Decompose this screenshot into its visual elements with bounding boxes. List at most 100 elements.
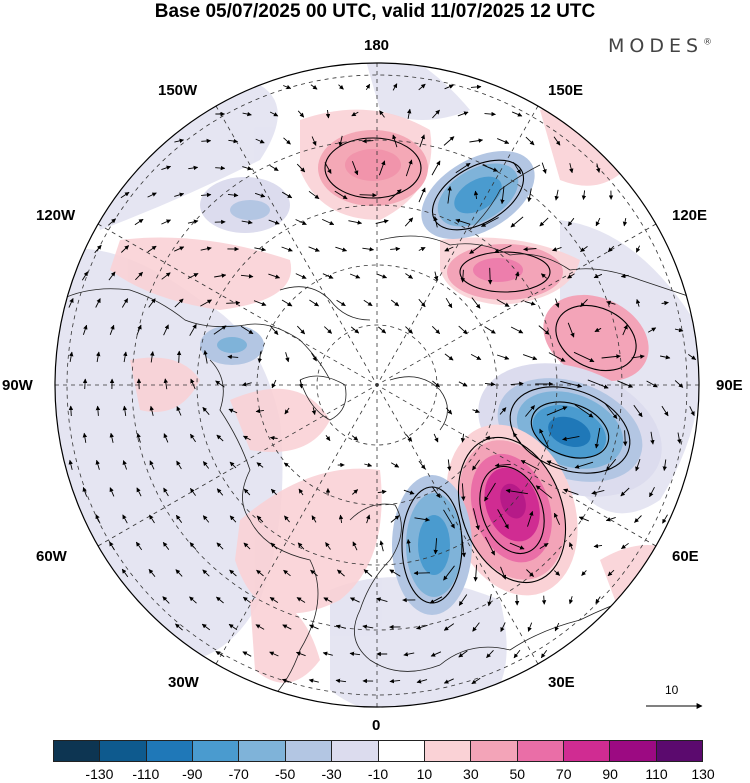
wind-vector — [120, 245, 130, 253]
wind-vector — [473, 190, 479, 199]
colorbar-swatch — [610, 741, 657, 761]
wind-vector — [377, 489, 387, 495]
wind-vector — [470, 84, 482, 90]
wind-vector — [227, 192, 239, 198]
wind-vector — [190, 378, 196, 390]
wind-vector — [555, 298, 560, 308]
wind-vector — [283, 84, 292, 90]
wind-vector — [605, 516, 616, 522]
wind-vector — [525, 405, 535, 417]
wind-vector — [189, 542, 197, 550]
wind-vector — [472, 508, 480, 531]
wind-vector — [364, 462, 373, 468]
wind-vector — [432, 109, 440, 119]
wind-vector — [365, 83, 371, 91]
colorbar-swatch — [471, 741, 518, 761]
wind-vector — [213, 325, 227, 335]
wind-vector — [390, 515, 400, 523]
lon-label-180: 180 — [364, 37, 390, 54]
wind-vector — [136, 324, 142, 336]
wind-vector — [311, 515, 317, 523]
wind-vector — [174, 138, 185, 144]
wind-vector — [569, 163, 574, 174]
colorbar-tick-label: -10 — [367, 766, 389, 782]
colorbar-tick-label: -70 — [228, 766, 249, 782]
wind-vector — [338, 135, 343, 147]
wind-vector — [285, 352, 290, 363]
wind-vector — [581, 570, 587, 576]
wind-vector — [620, 273, 629, 279]
wind-vector — [68, 405, 74, 417]
lon-label-150e: 150E — [548, 82, 584, 99]
wind-vector — [377, 273, 388, 279]
wind-vector — [95, 514, 101, 524]
wind-vector — [444, 353, 454, 361]
wind-vector — [297, 542, 305, 550]
wind-vector — [228, 623, 238, 631]
wind-vector — [149, 460, 155, 470]
wind-vector — [563, 488, 579, 496]
wind-vector — [525, 136, 535, 146]
wind-vector — [176, 460, 182, 470]
wind-vector — [176, 350, 182, 363]
wind-vector — [510, 216, 524, 228]
colorbar-swatch — [146, 741, 194, 761]
wind-vector — [254, 247, 267, 252]
wind-vector — [228, 408, 238, 414]
wind-vector — [471, 297, 481, 309]
wind-vector — [201, 623, 211, 631]
wind-vector — [349, 597, 360, 603]
wind-vector — [512, 432, 522, 444]
wind-vector — [568, 596, 574, 605]
wind-vector — [455, 162, 471, 174]
wind-vector — [378, 326, 387, 334]
wind-vector — [660, 354, 671, 360]
wind-vector — [149, 514, 155, 524]
wind-vector — [95, 459, 100, 470]
colorbar-swatch — [54, 741, 101, 761]
wind-vector — [443, 565, 455, 581]
wind-vector — [268, 219, 280, 225]
wind-vector — [405, 159, 413, 177]
wind-vector — [494, 244, 512, 254]
wind-vector — [601, 354, 621, 359]
wind-vector — [200, 299, 212, 307]
wind-vector — [268, 273, 281, 279]
wind-vector — [270, 488, 278, 496]
colorbar-tick-label: 10 — [416, 766, 433, 782]
wind-vector — [539, 217, 549, 227]
wind-vector — [548, 352, 566, 362]
wind-vector — [161, 219, 172, 225]
lon-label-90e: 90E — [716, 377, 743, 394]
wind-vector — [281, 191, 293, 199]
wind-vector — [471, 677, 481, 685]
wind-vector — [433, 216, 438, 228]
wind-vector — [390, 299, 400, 307]
wind-vector — [216, 434, 224, 442]
wind-vector — [472, 408, 480, 413]
wind-vector — [253, 300, 267, 306]
wind-vector — [446, 459, 452, 472]
wind-vector — [379, 540, 384, 552]
wind-vector — [242, 651, 252, 657]
wind-vector — [149, 405, 154, 416]
wind-vector — [390, 246, 401, 252]
wind-vector — [363, 299, 373, 307]
wind-vector — [284, 407, 290, 415]
wind-vector — [136, 432, 141, 443]
wind-vector — [359, 192, 377, 198]
wind-vector — [484, 381, 496, 387]
wind-vector — [200, 246, 212, 251]
wind-vector — [325, 109, 331, 119]
lon-label-90w: 90W — [2, 377, 33, 394]
lon-label-30e: 30E — [548, 674, 575, 691]
wind-vector — [162, 596, 170, 604]
wind-vector — [310, 84, 318, 90]
wind-vector — [404, 217, 414, 227]
wind-vector — [418, 247, 426, 252]
wind-vector — [352, 541, 358, 551]
wind-vector — [392, 134, 398, 148]
wind-vector — [689, 406, 695, 417]
wind-vector — [281, 246, 293, 252]
wind-vector — [461, 535, 467, 558]
